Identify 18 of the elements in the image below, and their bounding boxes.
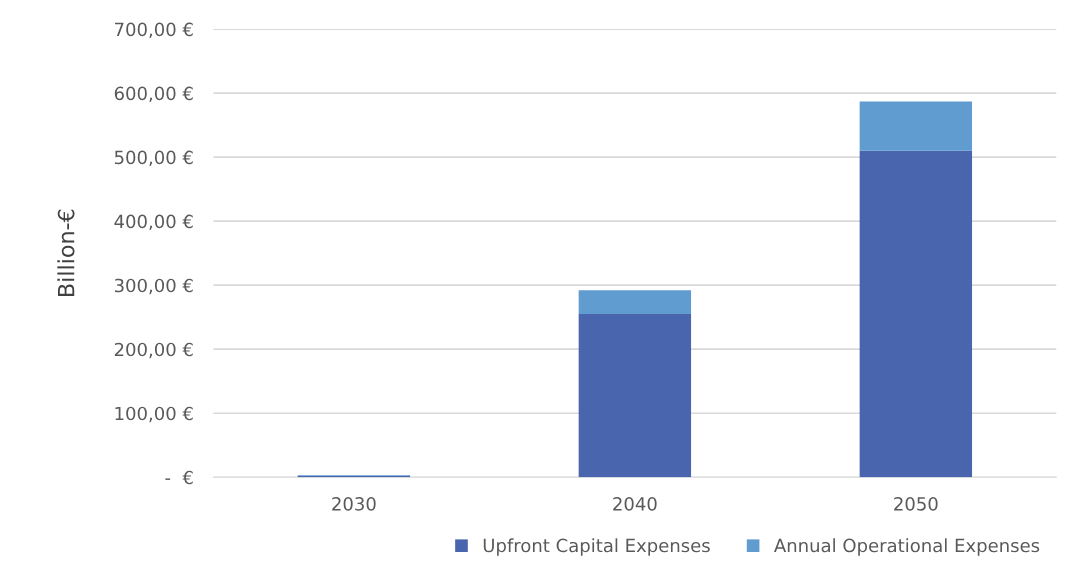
bar: [578, 290, 692, 314]
y-tick-label: 500,00 €: [114, 150, 193, 167]
y-tick-label: 600,00 €: [114, 86, 193, 103]
y-tick-label: 700,00 €: [115, 22, 193, 39]
y-tick-label: - €: [165, 470, 193, 485]
bar: [859, 150, 973, 478]
y-axis-title: Billion-€: [57, 209, 75, 296]
legend-label: Annual Operational Expenses: [774, 538, 1040, 556]
y-tick-label: 300,00 €: [114, 278, 193, 295]
bar: [859, 101, 973, 151]
y-tick-label: 400,00 €: [114, 214, 193, 231]
x-tick-label: 2050: [894, 497, 938, 511]
bar: [578, 313, 692, 478]
y-tick-label: 200,00 €: [114, 342, 193, 359]
y-tick-label: 100,00 €: [115, 406, 193, 423]
legend-label: Upfront Capital Expenses: [483, 538, 710, 556]
x-tick-label: 2030: [332, 497, 376, 511]
x-tick-label: 2040: [613, 497, 657, 511]
